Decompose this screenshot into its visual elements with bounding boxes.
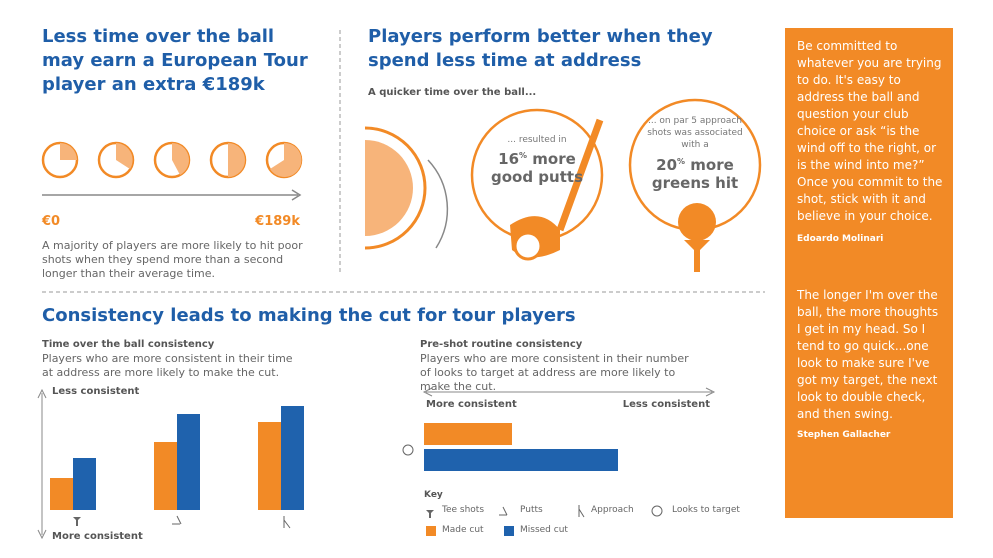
section-title: Players perform better when they spend l… bbox=[368, 26, 713, 71]
arrow bbox=[291, 189, 302, 201]
stat: 16% more good putts bbox=[477, 150, 597, 186]
bar bbox=[424, 423, 512, 445]
stat-post: greens hit bbox=[651, 174, 739, 192]
quote-author: Stephen Gallacher bbox=[797, 430, 891, 440]
bar bbox=[73, 458, 96, 510]
bar bbox=[154, 442, 177, 510]
key-item: Looks to target bbox=[672, 505, 740, 515]
gauge-fill bbox=[365, 140, 413, 236]
putter-icon bbox=[556, 118, 604, 232]
sidebar bbox=[785, 28, 953, 518]
legend-label: Made cut bbox=[442, 525, 484, 535]
stat-unit: % bbox=[677, 157, 686, 166]
gauge bbox=[364, 126, 427, 250]
stat-word: more bbox=[532, 150, 576, 168]
chart-subtitle: Players who are more consistent in their… bbox=[420, 352, 689, 393]
bar bbox=[258, 422, 281, 510]
key-title: Key bbox=[424, 490, 443, 500]
legend-swatch bbox=[504, 526, 514, 536]
axis-label: Less consistent bbox=[622, 399, 710, 410]
legend-label: Missed cut bbox=[520, 525, 568, 535]
bar bbox=[177, 414, 200, 510]
stat-post: good putts bbox=[491, 168, 583, 186]
bar bbox=[424, 449, 618, 471]
stat-number: 20 bbox=[656, 156, 678, 174]
ball-icon bbox=[513, 231, 543, 261]
bar bbox=[50, 478, 73, 510]
quote: Be committed to whatever you are trying … bbox=[797, 39, 943, 223]
stat: 20% more greens hit bbox=[635, 156, 755, 192]
tee-icon bbox=[684, 240, 710, 272]
stat-unit: % bbox=[519, 151, 528, 160]
scale-label: €189k bbox=[255, 214, 300, 229]
quote: The longer I'm over the ball, the more t… bbox=[797, 288, 939, 421]
legend-swatch bbox=[426, 526, 436, 536]
lead-text: A quicker time over the ball... bbox=[368, 87, 537, 98]
stat-word: more bbox=[690, 156, 734, 174]
body-text: A majority of players are more likely to… bbox=[42, 239, 303, 280]
arrow bbox=[37, 388, 47, 540]
stat-number: 16 bbox=[498, 150, 520, 168]
chart-title: Pre-shot routine consistency bbox=[420, 339, 583, 350]
ball-icon bbox=[678, 203, 716, 241]
icons bbox=[73, 444, 663, 529]
clocks bbox=[41, 141, 303, 179]
scale-label: €0 bbox=[42, 214, 61, 229]
axis-label: More consistent bbox=[52, 531, 143, 542]
axis-label: More consistent bbox=[426, 399, 517, 410]
key-item: Approach bbox=[591, 505, 634, 515]
quote-author: Edoardo Molinari bbox=[797, 234, 884, 244]
key-item: Tee shots bbox=[442, 505, 485, 515]
section-title: Consistency leads to making the cut for … bbox=[42, 305, 576, 326]
arrow bbox=[427, 159, 449, 249]
bar bbox=[281, 406, 304, 510]
key-item: Putts bbox=[520, 505, 543, 515]
stat-text: ... on par 5 approach shots was associat… bbox=[647, 116, 743, 150]
axis-label: Less consistent bbox=[52, 386, 140, 397]
stat-text: ... resulted in bbox=[507, 135, 567, 145]
chart-subtitle: Players who are more consistent in their… bbox=[42, 352, 293, 379]
section-title: Less time over the ball may earn a Europ… bbox=[42, 26, 308, 95]
chart-title: Time over the ball consistency bbox=[42, 339, 215, 350]
arrow bbox=[422, 387, 716, 397]
